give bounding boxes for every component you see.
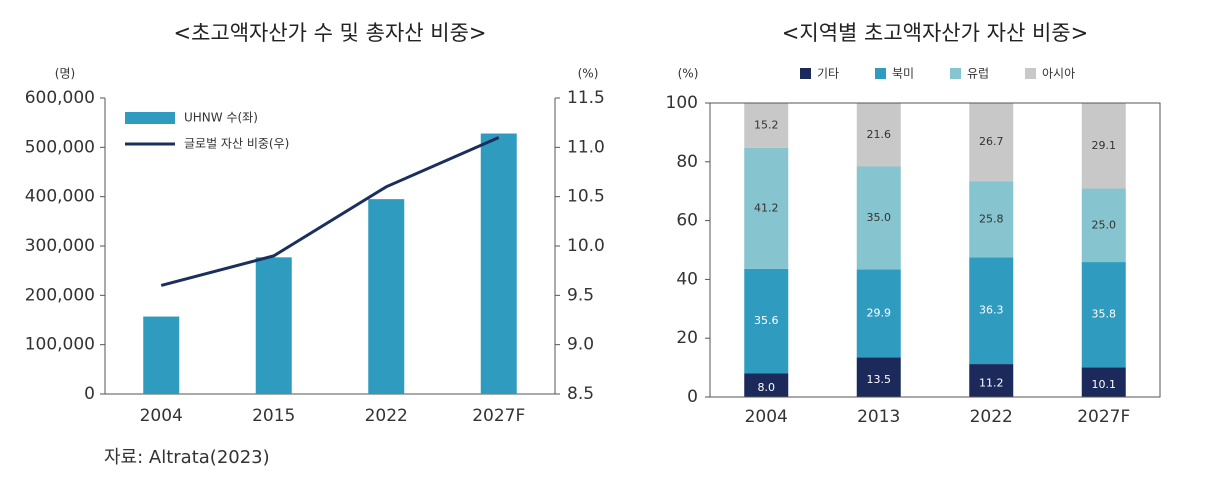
x-tick-label: 2004	[745, 407, 788, 427]
value-label: 25.8	[979, 212, 1004, 225]
bar-segment	[744, 103, 789, 148]
value-label: 35.6	[754, 314, 779, 327]
source-note: 자료: Altrata(2023)	[104, 447, 270, 468]
y2-axis-unit: (%)	[578, 67, 599, 81]
y-tick-label: 200,000	[25, 285, 95, 305]
legend-label: 아시아	[1042, 67, 1075, 81]
chart-title: <지역별 초고액자산가 자산 비중>	[782, 21, 1088, 45]
legend-label: 유럽	[967, 67, 989, 81]
value-label: 11.2	[979, 377, 1004, 390]
bar-segment	[856, 103, 901, 167]
value-label: 29.9	[867, 306, 892, 319]
bar-segment	[969, 364, 1014, 397]
value-label: 13.5	[867, 373, 892, 386]
plot-frame	[709, 102, 1161, 398]
value-label: 36.3	[979, 304, 1004, 317]
y-tick-label: 60	[676, 211, 698, 231]
value-label: 41.2	[754, 201, 779, 214]
bar-segment	[969, 257, 1014, 365]
bar	[143, 316, 180, 394]
y-tick-label: 100,000	[25, 335, 95, 355]
legend-swatch	[950, 68, 961, 79]
legend-swatch	[1025, 68, 1036, 79]
chart-title: <초고액자산가 수 및 총자산 비중>	[173, 21, 486, 45]
value-label: 35.0	[867, 211, 892, 224]
x-tick-label: 2015	[252, 406, 295, 426]
value-label: 35.8	[1092, 308, 1117, 321]
legend-swatch	[875, 68, 886, 79]
y2-tick-label: 10.0	[567, 236, 605, 256]
y2-tick-label: 8.5	[567, 384, 594, 404]
value-label: 15.2	[754, 118, 779, 131]
y2-tick-label: 11.0	[567, 137, 605, 157]
y-tick-label: 0	[687, 387, 698, 407]
y-tick-label: 600,000	[25, 88, 95, 108]
y2-tick-label: 11.5	[567, 88, 605, 108]
bar-segment	[744, 147, 789, 269]
y-tick-label: 300,000	[25, 236, 95, 256]
y2-tick-label: 9.0	[567, 335, 594, 355]
y-tick-label: 0	[84, 384, 95, 404]
bar	[255, 257, 292, 394]
bar-segment	[856, 357, 901, 397]
legend-label: 글로벌 자산 비중(우)	[184, 137, 289, 151]
bar-segment	[969, 103, 1014, 182]
value-label: 29.1	[1092, 139, 1117, 152]
value-label: 8.0	[758, 381, 776, 394]
y-axis-unit: (%)	[678, 67, 699, 81]
y-tick-label: 80	[676, 152, 698, 172]
line	[160, 136, 500, 287]
x-tick-label: 2027F	[472, 406, 525, 426]
y-tick-label: 20	[676, 328, 698, 348]
bar-segment	[1081, 188, 1126, 263]
y-tick-label: 500,000	[25, 137, 95, 157]
value-label: 25.0	[1092, 218, 1117, 231]
legend-label: 북미	[892, 67, 914, 81]
legend-swatch	[800, 68, 811, 79]
y2-tick-label: 9.5	[567, 285, 594, 305]
x-tick-label: 2027F	[1077, 407, 1130, 427]
x-tick-label: 2013	[857, 407, 900, 427]
legend-label: UHNW 수(좌)	[184, 111, 258, 125]
y-tick-label: 400,000	[25, 187, 95, 207]
value-label: 26.7	[979, 135, 1004, 148]
bar	[368, 199, 405, 394]
y2-tick-label: 10.5	[567, 187, 605, 207]
x-tick-label: 2022	[970, 407, 1013, 427]
bar-segment	[744, 373, 789, 397]
value-label: 10.1	[1092, 378, 1117, 391]
x-tick-label: 2004	[140, 406, 183, 426]
value-label: 21.6	[867, 128, 892, 141]
y-tick-label: 100	[666, 93, 698, 113]
y-axis-unit: (명)	[55, 67, 75, 81]
legend-swatch	[125, 112, 175, 124]
bar-segment	[744, 268, 789, 374]
bar-segment	[856, 166, 901, 270]
bar-segment	[1081, 367, 1126, 397]
legend-label: 기타	[817, 67, 839, 81]
bar-segment	[969, 181, 1014, 258]
bar-segment	[1081, 103, 1126, 189]
y-tick-label: 40	[676, 269, 698, 289]
bar-segment	[1081, 262, 1126, 368]
bar-segment	[856, 269, 901, 358]
bar	[480, 133, 517, 394]
x-tick-label: 2022	[365, 406, 408, 426]
